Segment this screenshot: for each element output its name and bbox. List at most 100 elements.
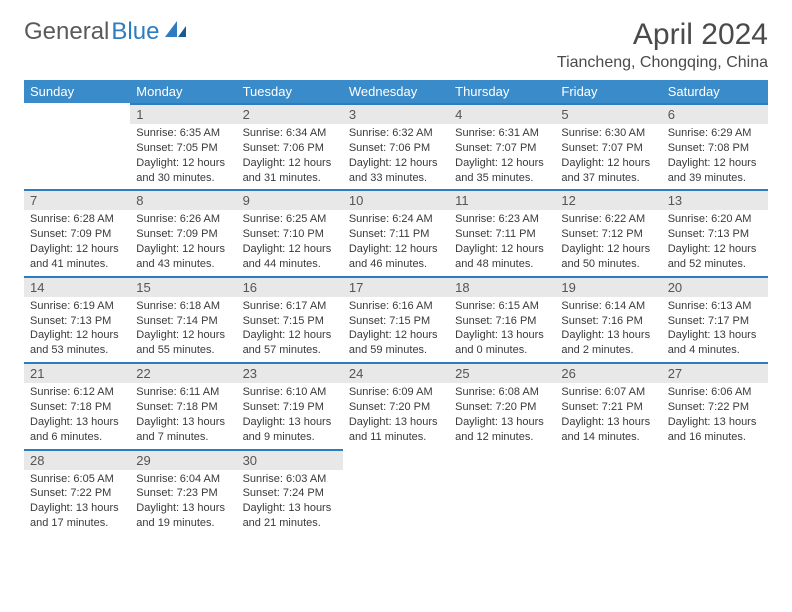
day-details: Sunrise: 6:07 AMSunset: 7:21 PMDaylight:… — [555, 383, 661, 448]
sunrise-text: Sunrise: 6:15 AM — [455, 299, 549, 314]
calendar-day-cell: 22Sunrise: 6:11 AMSunset: 7:18 PMDayligh… — [130, 362, 236, 448]
sunset-text: Sunset: 7:16 PM — [455, 314, 549, 329]
sunrise-text: Sunrise: 6:31 AM — [455, 126, 549, 141]
day-details: Sunrise: 6:09 AMSunset: 7:20 PMDaylight:… — [343, 383, 449, 448]
day-number: 30 — [237, 449, 343, 470]
daylight-text: and 39 minutes. — [668, 171, 762, 186]
daylight-text: Daylight: 12 hours — [349, 156, 443, 171]
daylight-text: and 48 minutes. — [455, 257, 549, 272]
weekday-header: Monday — [130, 80, 236, 103]
calendar-day-cell — [662, 449, 768, 535]
sunrise-text: Sunrise: 6:16 AM — [349, 299, 443, 314]
sunrise-text: Sunrise: 6:04 AM — [136, 472, 230, 487]
sunrise-text: Sunrise: 6:05 AM — [30, 472, 124, 487]
sunset-text: Sunset: 7:15 PM — [349, 314, 443, 329]
calendar-day-cell: 26Sunrise: 6:07 AMSunset: 7:21 PMDayligh… — [555, 362, 661, 448]
daylight-text: and 9 minutes. — [243, 430, 337, 445]
weekday-header: Friday — [555, 80, 661, 103]
brand-text-1: General — [24, 18, 109, 46]
daylight-text: and 53 minutes. — [30, 343, 124, 358]
daylight-text: and 57 minutes. — [243, 343, 337, 358]
calendar-day-cell — [555, 449, 661, 535]
sunrise-text: Sunrise: 6:18 AM — [136, 299, 230, 314]
daylight-text: and 52 minutes. — [668, 257, 762, 272]
daylight-text: Daylight: 13 hours — [561, 415, 655, 430]
daylight-text: and 33 minutes. — [349, 171, 443, 186]
day-details: Sunrise: 6:28 AMSunset: 7:09 PMDaylight:… — [24, 210, 130, 275]
sunrise-text: Sunrise: 6:13 AM — [668, 299, 762, 314]
calendar-day-cell: 9Sunrise: 6:25 AMSunset: 7:10 PMDaylight… — [237, 189, 343, 275]
sunset-text: Sunset: 7:18 PM — [136, 400, 230, 415]
calendar-day-cell: 25Sunrise: 6:08 AMSunset: 7:20 PMDayligh… — [449, 362, 555, 448]
calendar-day-cell — [24, 103, 130, 189]
sunrise-text: Sunrise: 6:20 AM — [668, 212, 762, 227]
sunset-text: Sunset: 7:07 PM — [455, 141, 549, 156]
daylight-text: Daylight: 13 hours — [455, 415, 549, 430]
day-number: 26 — [555, 362, 661, 383]
day-number: 6 — [662, 103, 768, 124]
day-number: 28 — [24, 449, 130, 470]
calendar-day-cell: 23Sunrise: 6:10 AMSunset: 7:19 PMDayligh… — [237, 362, 343, 448]
sunrise-text: Sunrise: 6:24 AM — [349, 212, 443, 227]
calendar-week-row: 7Sunrise: 6:28 AMSunset: 7:09 PMDaylight… — [24, 189, 768, 275]
daylight-text: Daylight: 12 hours — [243, 328, 337, 343]
calendar-day-cell: 27Sunrise: 6:06 AMSunset: 7:22 PMDayligh… — [662, 362, 768, 448]
day-number: 5 — [555, 103, 661, 124]
sunrise-text: Sunrise: 6:22 AM — [561, 212, 655, 227]
sunset-text: Sunset: 7:17 PM — [668, 314, 762, 329]
daylight-text: Daylight: 12 hours — [136, 328, 230, 343]
sunrise-text: Sunrise: 6:03 AM — [243, 472, 337, 487]
day-number: 20 — [662, 276, 768, 297]
day-details: Sunrise: 6:10 AMSunset: 7:19 PMDaylight:… — [237, 383, 343, 448]
sunrise-text: Sunrise: 6:14 AM — [561, 299, 655, 314]
calendar-week-row: 14Sunrise: 6:19 AMSunset: 7:13 PMDayligh… — [24, 276, 768, 362]
daylight-text: Daylight: 13 hours — [30, 415, 124, 430]
day-number: 14 — [24, 276, 130, 297]
daylight-text: Daylight: 12 hours — [349, 328, 443, 343]
calendar-day-cell: 3Sunrise: 6:32 AMSunset: 7:06 PMDaylight… — [343, 103, 449, 189]
day-details: Sunrise: 6:19 AMSunset: 7:13 PMDaylight:… — [24, 297, 130, 362]
calendar-day-cell: 16Sunrise: 6:17 AMSunset: 7:15 PMDayligh… — [237, 276, 343, 362]
sunset-text: Sunset: 7:08 PM — [668, 141, 762, 156]
brand-logo: GeneralBlue — [24, 18, 191, 46]
weekday-header: Wednesday — [343, 80, 449, 103]
sunset-text: Sunset: 7:16 PM — [561, 314, 655, 329]
day-number: 3 — [343, 103, 449, 124]
day-number: 25 — [449, 362, 555, 383]
sunset-text: Sunset: 7:11 PM — [455, 227, 549, 242]
sunrise-text: Sunrise: 6:12 AM — [30, 385, 124, 400]
calendar-day-cell: 21Sunrise: 6:12 AMSunset: 7:18 PMDayligh… — [24, 362, 130, 448]
daylight-text: and 11 minutes. — [349, 430, 443, 445]
sunrise-text: Sunrise: 6:19 AM — [30, 299, 124, 314]
calendar-week-row: 21Sunrise: 6:12 AMSunset: 7:18 PMDayligh… — [24, 362, 768, 448]
calendar-day-cell: 7Sunrise: 6:28 AMSunset: 7:09 PMDaylight… — [24, 189, 130, 275]
day-number: 21 — [24, 362, 130, 383]
day-details: Sunrise: 6:30 AMSunset: 7:07 PMDaylight:… — [555, 124, 661, 189]
day-details: Sunrise: 6:31 AMSunset: 7:07 PMDaylight:… — [449, 124, 555, 189]
calendar-week-row: 28Sunrise: 6:05 AMSunset: 7:22 PMDayligh… — [24, 449, 768, 535]
daylight-text: and 12 minutes. — [455, 430, 549, 445]
daylight-text: Daylight: 13 hours — [136, 501, 230, 516]
calendar-day-cell: 8Sunrise: 6:26 AMSunset: 7:09 PMDaylight… — [130, 189, 236, 275]
sunrise-text: Sunrise: 6:28 AM — [30, 212, 124, 227]
daylight-text: Daylight: 13 hours — [243, 501, 337, 516]
day-number: 8 — [130, 189, 236, 210]
calendar-day-cell: 2Sunrise: 6:34 AMSunset: 7:06 PMDaylight… — [237, 103, 343, 189]
day-details: Sunrise: 6:04 AMSunset: 7:23 PMDaylight:… — [130, 470, 236, 535]
day-details: Sunrise: 6:22 AMSunset: 7:12 PMDaylight:… — [555, 210, 661, 275]
daylight-text: Daylight: 13 hours — [668, 328, 762, 343]
day-number: 22 — [130, 362, 236, 383]
daylight-text: and 0 minutes. — [455, 343, 549, 358]
day-number: 18 — [449, 276, 555, 297]
sunrise-text: Sunrise: 6:26 AM — [136, 212, 230, 227]
daylight-text: Daylight: 13 hours — [136, 415, 230, 430]
calendar-day-cell — [343, 449, 449, 535]
title-block: April 2024 Tiancheng, Chongqing, China — [557, 18, 768, 72]
daylight-text: and 4 minutes. — [668, 343, 762, 358]
day-number: 29 — [130, 449, 236, 470]
calendar-day-cell: 13Sunrise: 6:20 AMSunset: 7:13 PMDayligh… — [662, 189, 768, 275]
sunrise-text: Sunrise: 6:17 AM — [243, 299, 337, 314]
day-number: 24 — [343, 362, 449, 383]
daylight-text: and 30 minutes. — [136, 171, 230, 186]
day-number: 27 — [662, 362, 768, 383]
